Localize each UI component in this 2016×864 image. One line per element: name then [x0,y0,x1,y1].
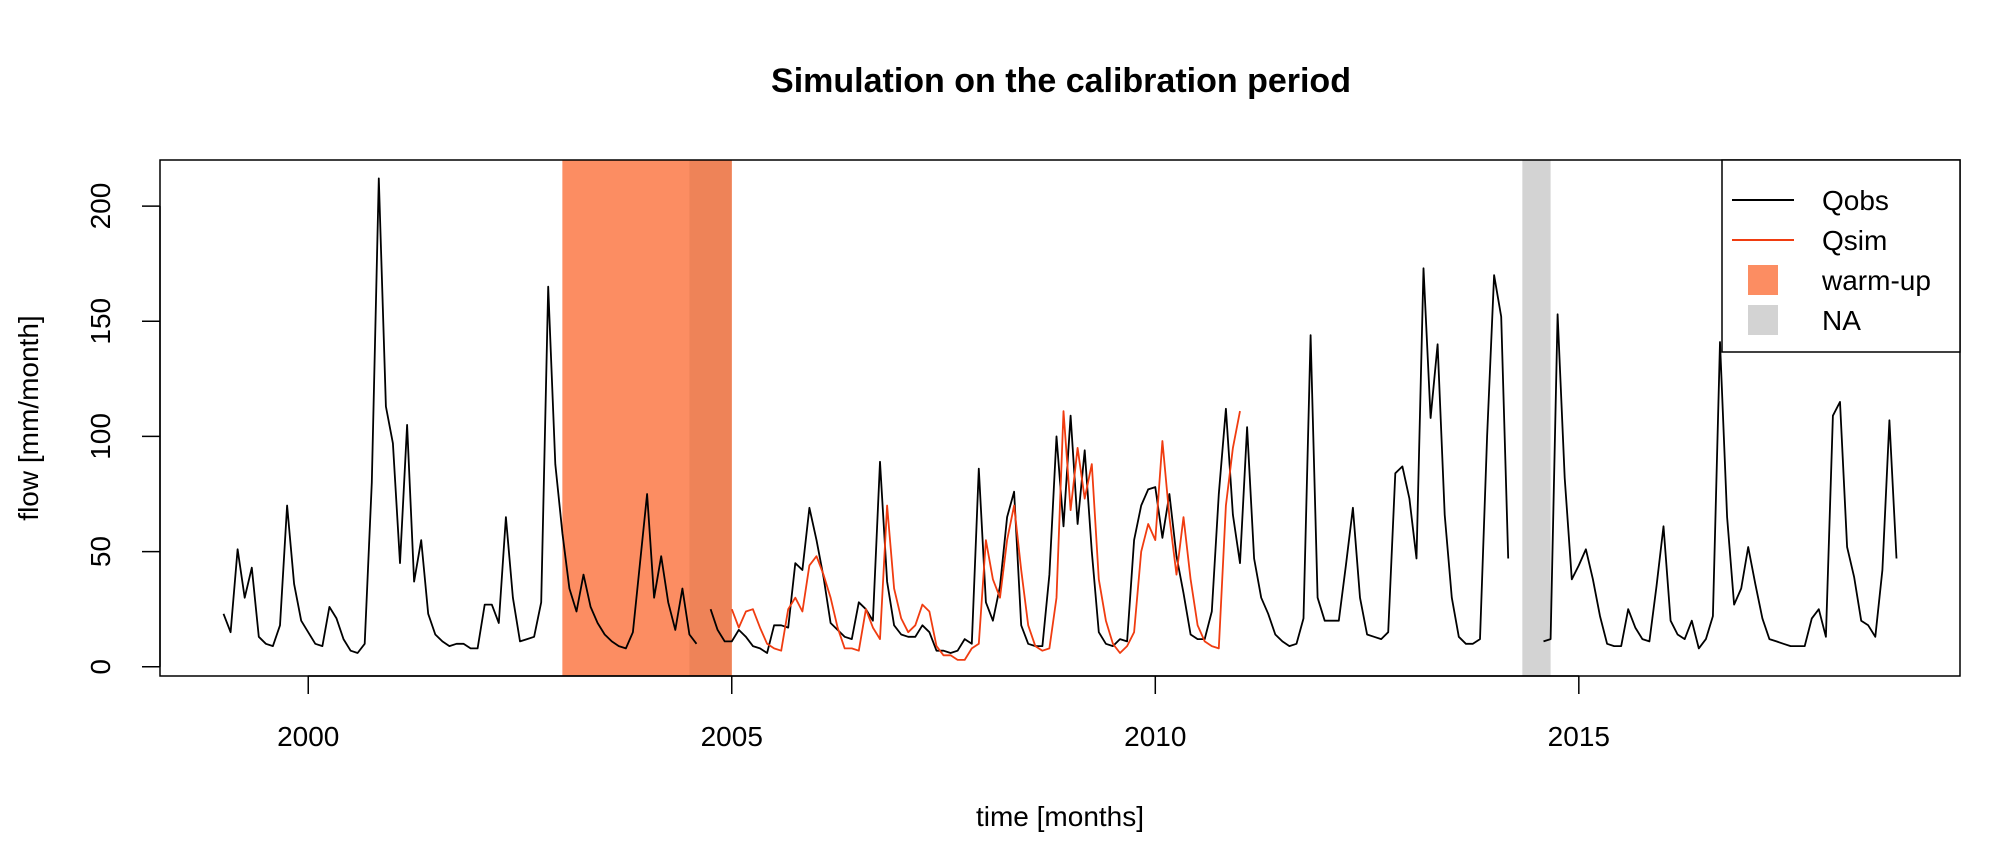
x-tick-label: 2010 [1124,721,1186,752]
legend: Qobs Qsim warm-up NA [1721,159,1961,353]
legend-swatch-na [1748,305,1778,335]
plot-frame [159,159,1961,677]
series-qsim [730,410,1241,661]
series-lines [222,177,1898,661]
shaded-regions [562,160,1551,676]
region-warm-up-overlap [689,160,732,676]
x-tick-label: 2015 [1548,721,1610,752]
chart-title: Simulation on the calibration period [771,62,1351,100]
series-line-qobs [222,177,698,654]
series-qobs [222,177,1898,654]
region-NA [1522,160,1551,676]
y-tick-label: 100 [85,413,116,460]
y-axis: 0 50 100 150 200 [85,183,161,675]
y-tick-label: 0 [85,659,116,675]
series-line-qobs [709,267,1510,654]
x-tick-label: 2000 [277,721,339,752]
x-axis-label: time [months] [976,801,1144,832]
y-axis-label: flow [mm/month] [13,315,44,520]
x-axis: 2000 2005 2010 2015 [277,675,1610,752]
x-tick-label: 2005 [701,721,763,752]
legend-label-na: NA [1822,305,1861,336]
y-tick-label: 200 [85,183,116,230]
series-line-qobs [1543,313,1898,650]
y-tick-label: 50 [85,536,116,567]
legend-label-qsim: Qsim [1822,225,1887,256]
legend-label-qobs: Qobs [1822,185,1889,216]
y-tick-label: 150 [85,298,116,345]
legend-swatch-warm-up [1748,265,1778,295]
legend-label-warm-up: warm-up [1821,265,1931,296]
series-line-qsim [730,410,1241,661]
